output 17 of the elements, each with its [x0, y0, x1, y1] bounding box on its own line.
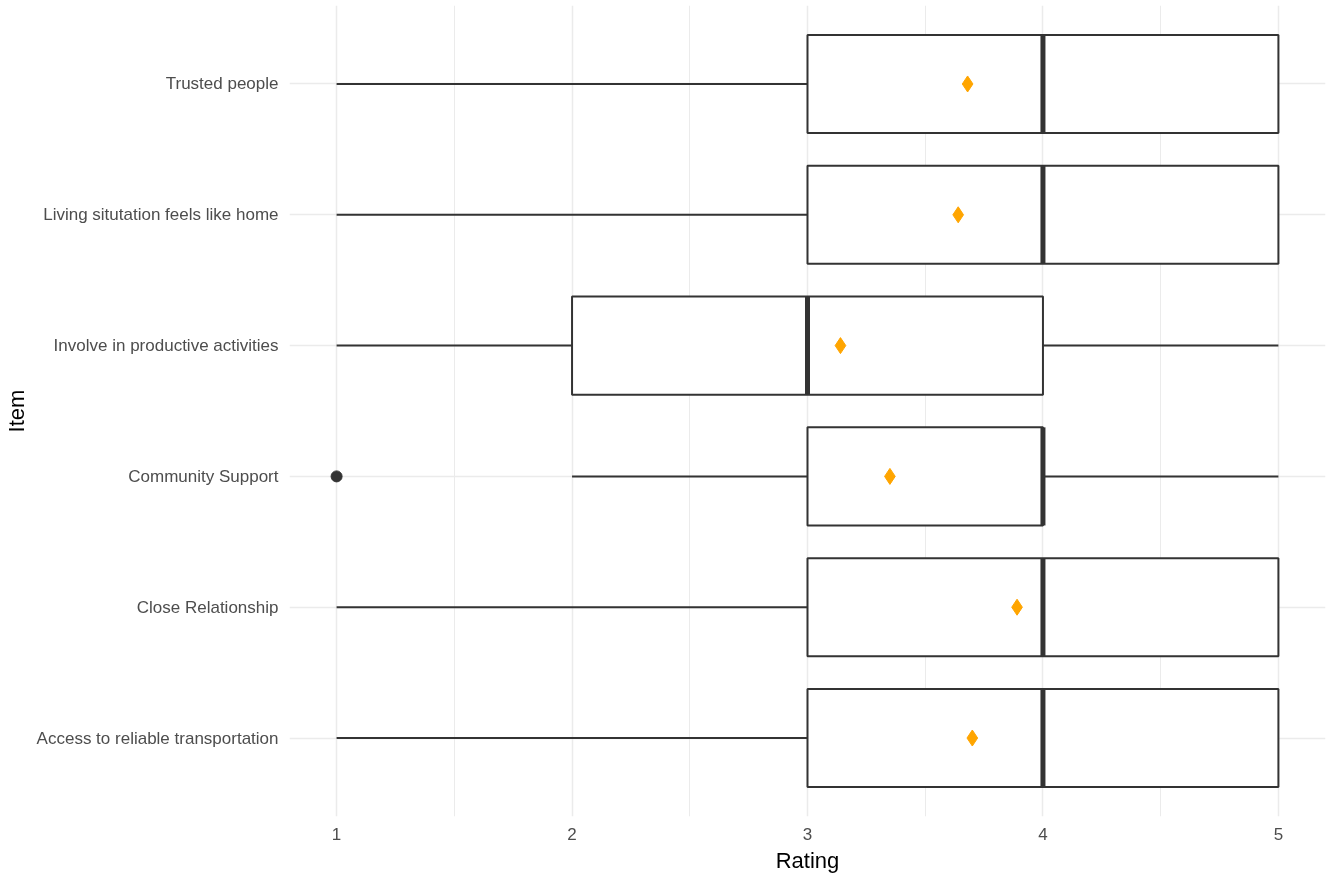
x-tick-label: 4 [1038, 824, 1048, 844]
point [961, 75, 974, 93]
point [952, 206, 965, 224]
y-tick-label: Community Support [128, 466, 279, 486]
point [834, 337, 847, 355]
point [966, 729, 979, 747]
y-axis-title: Item [3, 389, 29, 433]
x-axis-title: Rating [775, 847, 840, 873]
y-tick-label: Close Relationship [136, 597, 279, 617]
y-tick-label: Trusted people [165, 74, 279, 94]
x-tick-label: 3 [802, 824, 813, 844]
x-tick-label: 1 [331, 824, 342, 844]
y-tick-label: Involve in productive activities [53, 336, 279, 356]
x-tick-label: 2 [567, 824, 577, 844]
y-tick-label: Access to reliable transportation [36, 728, 279, 748]
x-tick-label: 5 [1273, 824, 1284, 844]
y-tick-label: Living situtation feels like home [43, 205, 279, 225]
